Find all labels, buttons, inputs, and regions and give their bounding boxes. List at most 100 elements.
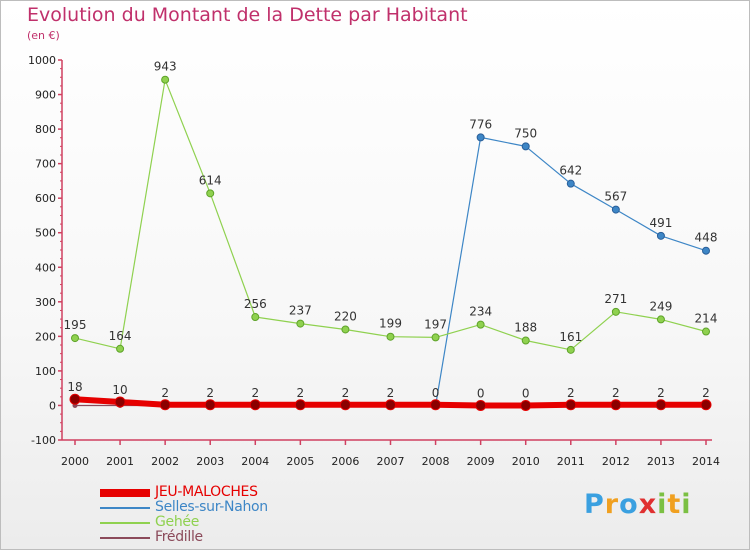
logo-letter: i: [681, 489, 692, 520]
data-label: 2: [702, 386, 710, 400]
data-label: 256: [244, 297, 267, 311]
proxiti-logo[interactable]: Proxiti: [584, 489, 692, 520]
data-label: 214: [695, 312, 718, 326]
x-tick-label: 2010: [512, 455, 540, 468]
y-tick-label: 200: [35, 330, 56, 343]
data-point: [656, 315, 665, 324]
data-point: [565, 399, 577, 411]
y-tick-label: -100: [31, 434, 56, 447]
data-label: 271: [604, 292, 627, 306]
data-point: [476, 133, 485, 142]
x-tick-label: 2000: [61, 455, 89, 468]
data-label: 2: [161, 386, 169, 400]
data-point: [475, 399, 487, 411]
data-label: 0: [432, 386, 440, 400]
data-point: [566, 179, 575, 188]
data-point: [700, 399, 712, 411]
data-point: [71, 334, 79, 343]
data-label: 642: [559, 164, 582, 178]
data-point: [159, 399, 171, 411]
data-point: [114, 396, 126, 408]
legend-label: Selles-sur-Nahon: [155, 499, 268, 515]
data-point: [206, 189, 215, 198]
data-label: 448: [695, 231, 718, 245]
logo-letter: t: [667, 489, 682, 520]
data-point: [294, 399, 306, 411]
data-point: [520, 399, 532, 411]
data-label: 164: [109, 329, 132, 343]
data-point: [566, 345, 575, 354]
data-label: 2: [206, 386, 214, 400]
y-tick-label: 0: [49, 399, 56, 412]
data-point: [610, 399, 622, 411]
legend-swatch: [100, 489, 150, 497]
data-point: [204, 399, 216, 411]
data-label: 0: [477, 386, 485, 400]
data-point: [385, 399, 396, 411]
logo-letter: P: [584, 489, 605, 520]
series-line-2: [74, 79, 707, 351]
data-label: 199: [379, 317, 402, 331]
data-label: 2: [251, 386, 259, 400]
data-point: [611, 307, 620, 316]
x-tick-label: 2011: [557, 455, 585, 468]
y-tick-label: 1000: [28, 54, 56, 67]
data-point: [655, 399, 667, 411]
logo-letter: i: [657, 489, 668, 520]
data-label: 2: [387, 386, 395, 400]
x-tick-label: 2014: [692, 455, 720, 468]
x-tick-label: 2008: [422, 455, 450, 468]
y-tick-label: 500: [35, 227, 56, 240]
data-point: [341, 325, 350, 334]
line-chart: -100010020030040050060070080090010002000…: [28, 54, 720, 468]
data-label: 567: [604, 190, 627, 204]
logo-letter: x: [638, 489, 658, 520]
y-tick-label: 600: [35, 192, 56, 205]
y-tick-label: 400: [35, 261, 56, 274]
data-point: [476, 320, 485, 329]
y-tick-label: 300: [35, 296, 56, 309]
x-tick-label: 2013: [647, 455, 675, 468]
data-label: 237: [289, 304, 312, 318]
data-point: [161, 75, 170, 84]
legend-label: Gehée: [155, 514, 200, 530]
data-point: [521, 142, 530, 151]
data-label: 195: [64, 318, 87, 332]
x-tick-label: 2004: [241, 455, 269, 468]
data-point: [702, 246, 710, 255]
x-tick-label: 2006: [331, 455, 359, 468]
data-point: [386, 332, 395, 341]
legend-label: JEU-MALOCHES: [155, 484, 258, 500]
x-tick-label: 2005: [286, 455, 314, 468]
x-tick-label: 2007: [377, 455, 405, 468]
data-point: [431, 333, 440, 342]
chart-title: Evolution du Montant de la Dette par Hab…: [27, 4, 468, 26]
data-label: 943: [154, 60, 177, 74]
data-point: [69, 393, 81, 405]
data-point: [339, 399, 351, 411]
data-label: 188: [514, 321, 537, 335]
data-label: 161: [559, 330, 582, 344]
legend-swatch: [100, 537, 150, 539]
data-point: [702, 327, 710, 336]
data-label: 10: [112, 383, 127, 397]
logo-letter: o: [619, 489, 639, 520]
data-label: 220: [334, 309, 357, 323]
y-tick-label: 700: [35, 158, 56, 171]
data-point: [249, 399, 261, 411]
data-point: [116, 344, 125, 353]
x-tick-label: 2002: [151, 455, 179, 468]
logo-letter: r: [604, 489, 620, 520]
data-label: 2: [567, 386, 575, 400]
legend-label: Frédille: [155, 529, 203, 545]
y-tick-label: 100: [35, 365, 56, 378]
chart-subtitle: (en €): [27, 29, 60, 42]
y-tick-label: 900: [35, 89, 56, 102]
data-label: 249: [649, 299, 672, 313]
legend-swatch: [100, 507, 150, 509]
data-label: 2: [342, 386, 350, 400]
data-label: 234: [469, 305, 492, 319]
data-point: [656, 231, 665, 240]
data-label: 197: [424, 317, 447, 331]
